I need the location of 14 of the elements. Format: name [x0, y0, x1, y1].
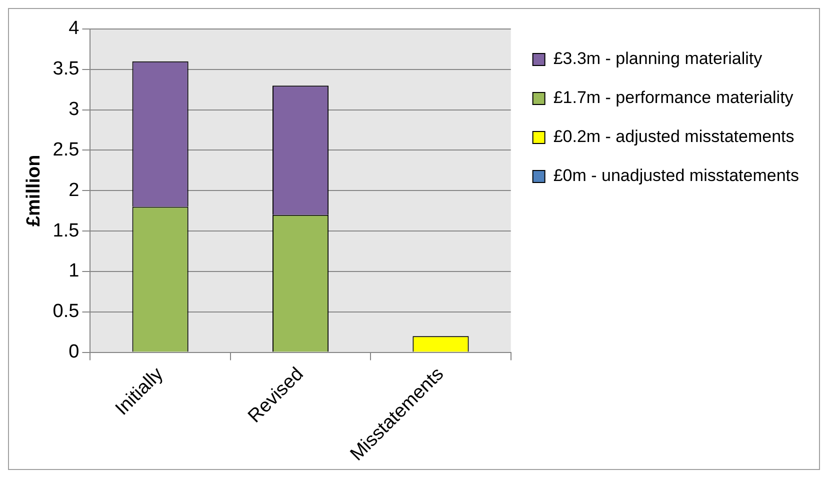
y-tick-label: 1	[68, 260, 80, 282]
y-tick-label: 0	[68, 342, 80, 363]
y-tick-label: 3	[68, 99, 80, 120]
legend-label: £1.7m - performance materiality	[553, 88, 794, 108]
y-tick-label: 2	[68, 180, 80, 201]
y-tick-label: 1.5	[52, 220, 80, 242]
legend-label: £3.3m - planning materiality	[553, 49, 763, 68]
y-tick-label: 4	[68, 18, 80, 40]
y-tick-label: 0.5	[52, 301, 80, 322]
y-tick-label: 3.5	[52, 58, 80, 80]
y-tick-label: 2.5	[52, 139, 80, 160]
y-axis-title: £million	[24, 154, 45, 227]
legend-label: £0.2m - adjusted misstatements	[553, 127, 794, 146]
legend-label: £0m - unadjusted misstatements	[553, 166, 799, 186]
